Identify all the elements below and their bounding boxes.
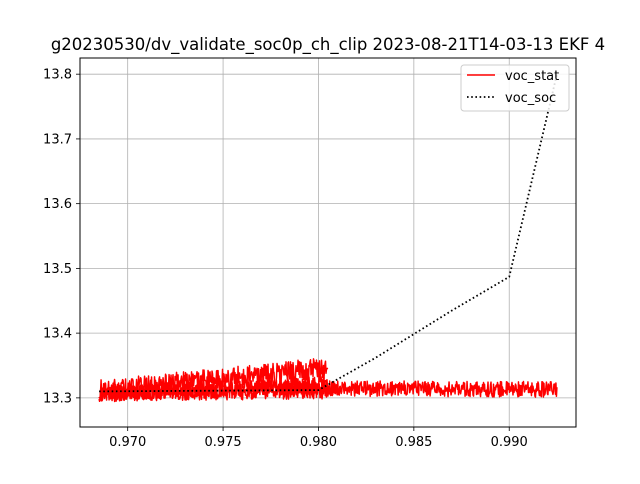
y-tick-label: 13.8	[43, 68, 72, 83]
chart-title: g20230530/dv_validate_soc0p_ch_clip 2023…	[51, 35, 605, 55]
x-tick-label: 0.985	[395, 435, 432, 450]
x-tick-label: 0.990	[491, 435, 528, 450]
plot-frame	[79, 57, 577, 428]
y-tick-label: 13.7	[43, 132, 72, 147]
y-tick-label: 13.4	[43, 327, 72, 342]
series-layer	[98, 73, 558, 403]
series-voc-stat-line	[107, 376, 329, 403]
y-tick-label: 13.3	[43, 391, 72, 406]
series-voc-soc-line	[99, 73, 558, 393]
legend-label-voc-stat: voc_stat	[505, 69, 559, 84]
x-tick-label: 0.970	[109, 435, 146, 450]
legend-label-voc-soc: voc_soc	[505, 91, 556, 106]
x-axis: 0.970 0.975 0.980 0.985 0.990	[109, 427, 528, 450]
x-tick-label: 0.980	[300, 435, 337, 450]
y-axis: 13.3 13.4 13.5 13.6 13.7 13.8	[43, 68, 80, 406]
x-tick-label: 0.975	[204, 435, 241, 450]
legend: voc_stat voc_soc	[460, 64, 570, 112]
series-voc-stat-line	[279, 379, 558, 398]
y-tick-label: 13.5	[43, 262, 72, 277]
y-tick-label: 13.6	[43, 197, 72, 212]
legend-box	[460, 64, 570, 112]
